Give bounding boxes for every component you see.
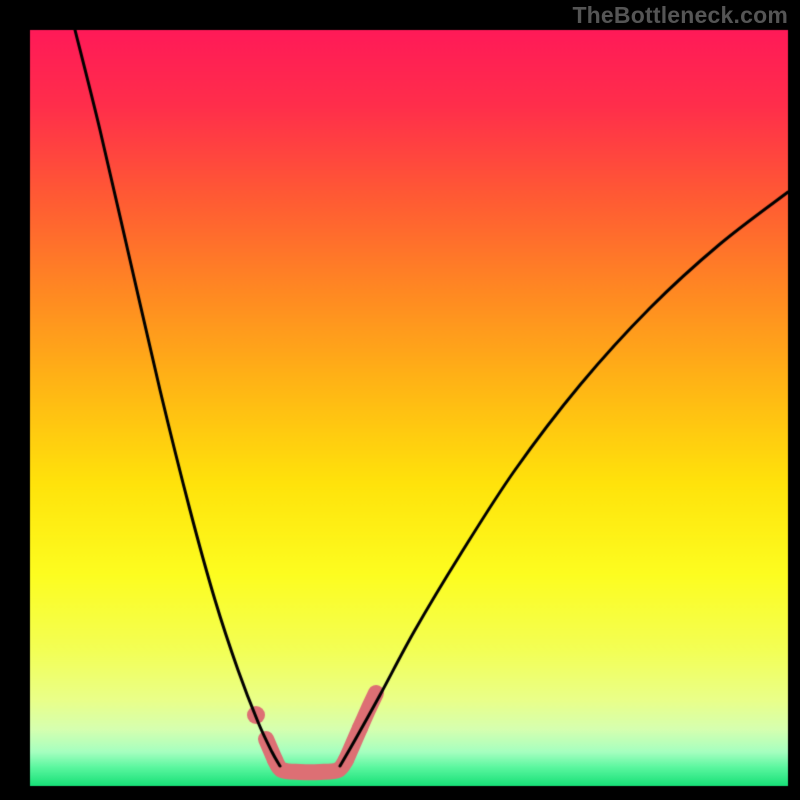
watermark-text: TheBottleneck.com: [572, 2, 788, 29]
bottleneck-curve-chart: [0, 0, 800, 800]
chart-stage: TheBottleneck.com: [0, 0, 800, 800]
